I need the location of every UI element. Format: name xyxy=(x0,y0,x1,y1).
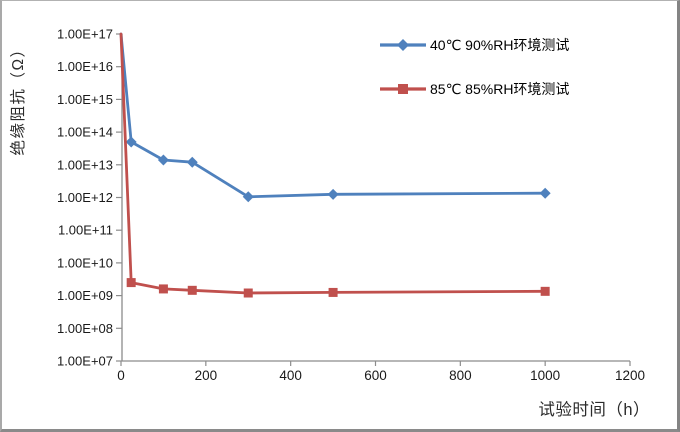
data-point-0-diamond xyxy=(327,188,339,200)
legend-label-0: 40℃ 90%RH环境测试 xyxy=(430,37,569,53)
data-point-1-square xyxy=(243,288,253,298)
y-tick-label: 1.00E+11 xyxy=(58,223,113,238)
data-point-1-square xyxy=(540,286,550,296)
x-tick-label: 800 xyxy=(449,368,472,383)
x-tick-label: 0 xyxy=(117,368,125,383)
y-tick-label: 1.00E+08 xyxy=(57,321,113,336)
x-axis-title: 试验时间（h） xyxy=(538,400,650,419)
data-point-0-diamond xyxy=(242,191,254,203)
legend: 40℃ 90%RH环境测试 85℃ 85%RH环境测试 xyxy=(380,37,569,97)
y-tick-label: 1.00E+16 xyxy=(57,59,113,74)
data-point-1-square xyxy=(158,284,168,294)
data-point-1-square xyxy=(187,285,197,295)
x-tick-label: 1000 xyxy=(530,368,560,383)
data-point-0-diamond xyxy=(186,156,198,168)
data-point-1-square xyxy=(328,287,338,297)
legend-marker-1-square xyxy=(398,84,408,94)
data-point-0-diamond xyxy=(157,154,169,166)
legend-marker-0-diamond xyxy=(397,39,409,51)
y-tick-label: 1.00E+14 xyxy=(57,125,113,140)
y-tick-label: 1.00E+13 xyxy=(57,157,113,172)
x-tick-label: 400 xyxy=(279,368,302,383)
y-tick-label: 1.00E+10 xyxy=(57,255,113,270)
plot-area: 1.00E+17 1.00E+16 1.00E+15 1.00E+14 1.00E+13… xyxy=(57,27,645,384)
legend-label-1: 85℃ 85%RH环境测试 xyxy=(430,81,569,97)
y-tick-label: 1.00E+12 xyxy=(57,190,113,205)
y-tick-label: 1.00E+17 xyxy=(57,27,113,42)
x-tick-label: 600 xyxy=(364,368,387,383)
data-point-0-diamond xyxy=(539,187,551,199)
data-point-1-square xyxy=(126,278,136,288)
series-line-0 xyxy=(119,32,547,199)
y-axis-title: 绝缘阻抗（Ω） xyxy=(9,40,27,155)
x-tick-label: 1200 xyxy=(615,368,645,383)
y-tick-label: 1.00E+15 xyxy=(57,92,113,107)
data-point-0-diamond xyxy=(125,136,137,148)
x-tick-label: 200 xyxy=(195,368,218,383)
y-tick-label: 1.00E+09 xyxy=(57,288,113,303)
series-line-1 xyxy=(119,32,547,295)
y-tick-label: 1.00E+07 xyxy=(57,354,113,369)
